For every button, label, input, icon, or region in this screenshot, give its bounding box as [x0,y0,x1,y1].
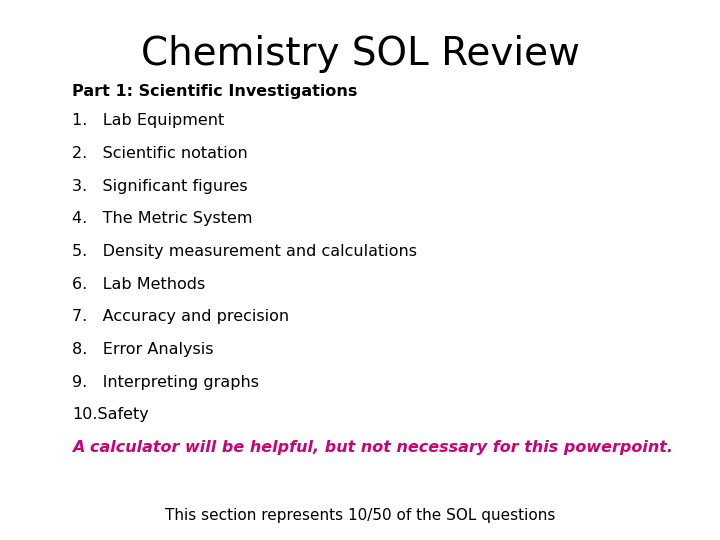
Text: 6.   Lab Methods: 6. Lab Methods [72,276,205,292]
Text: 3.   Significant figures: 3. Significant figures [72,179,248,194]
Text: 8.   Error Analysis: 8. Error Analysis [72,342,214,357]
Text: This section represents 10/50 of the SOL questions: This section represents 10/50 of the SOL… [165,508,555,523]
Text: 4.   The Metric System: 4. The Metric System [72,211,253,226]
Text: 7.   Accuracy and precision: 7. Accuracy and precision [72,309,289,325]
Text: A calculator will be helpful, but not necessary for this powerpoint.: A calculator will be helpful, but not ne… [72,440,673,455]
Text: 9.   Interpreting graphs: 9. Interpreting graphs [72,375,259,390]
Text: Part 1: Scientific Investigations: Part 1: Scientific Investigations [72,84,357,99]
Text: 5.   Density measurement and calculations: 5. Density measurement and calculations [72,244,417,259]
Text: 2.   Scientific notation: 2. Scientific notation [72,146,248,161]
Text: Chemistry SOL Review: Chemistry SOL Review [140,35,580,73]
Text: 1.   Lab Equipment: 1. Lab Equipment [72,113,224,129]
Text: 10.Safety: 10.Safety [72,407,149,422]
